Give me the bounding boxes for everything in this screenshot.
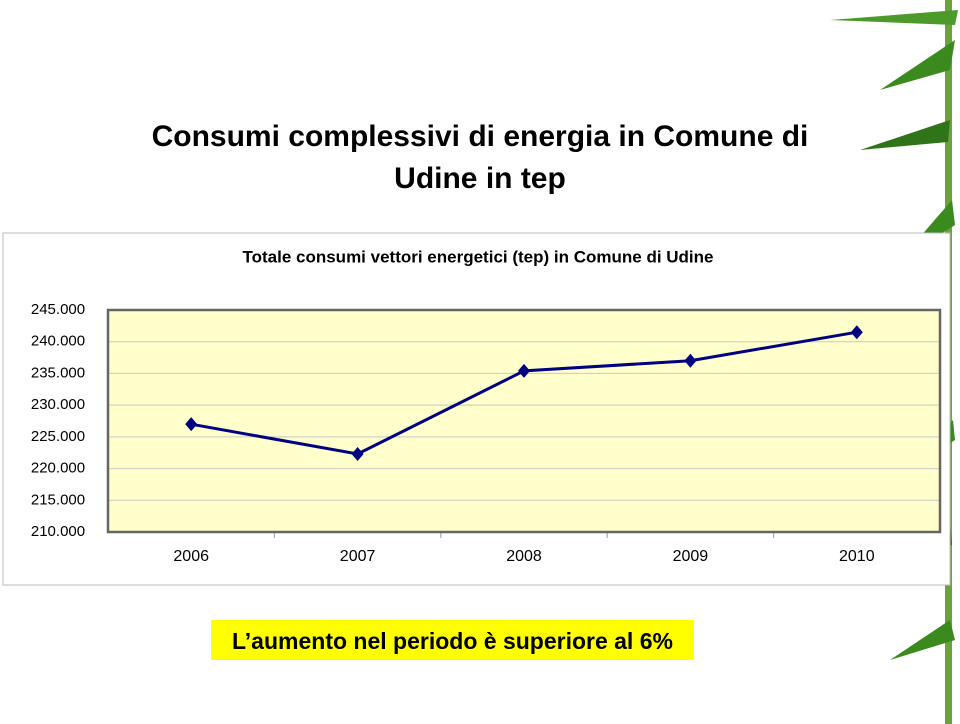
y-tick-label: 210.000 (31, 523, 85, 540)
annotation: L’aumento nel periodo è superiore al 6% (211, 620, 694, 660)
y-tick-label: 235.000 (31, 364, 85, 381)
y-tick-label: 220.000 (31, 460, 85, 477)
y-tick-label: 245.000 (31, 301, 85, 318)
x-tick-label: 2010 (839, 548, 875, 565)
y-tick-label: 230.000 (31, 396, 85, 413)
data-point (518, 363, 530, 378)
plot-area (108, 310, 940, 532)
data-point (351, 446, 364, 461)
y-tick-label: 240.000 (31, 333, 85, 350)
x-tick-label: 2009 (673, 548, 709, 565)
x-tick-label: 2008 (506, 548, 542, 565)
data-point (850, 325, 863, 340)
data-point (684, 353, 697, 368)
y-tick-label: 225.000 (31, 428, 85, 445)
slide-title: Consumi complessivi di energia in Comune… (151, 120, 809, 195)
y-tick-label: 215.000 (31, 491, 85, 508)
chart-title: Totale consumi vettori energetici (tep) … (242, 247, 713, 266)
plot-border (106, 308, 942, 534)
x-tick-label: 2007 (340, 548, 376, 565)
data-point (185, 417, 198, 432)
x-tick-label: 2006 (173, 548, 209, 565)
